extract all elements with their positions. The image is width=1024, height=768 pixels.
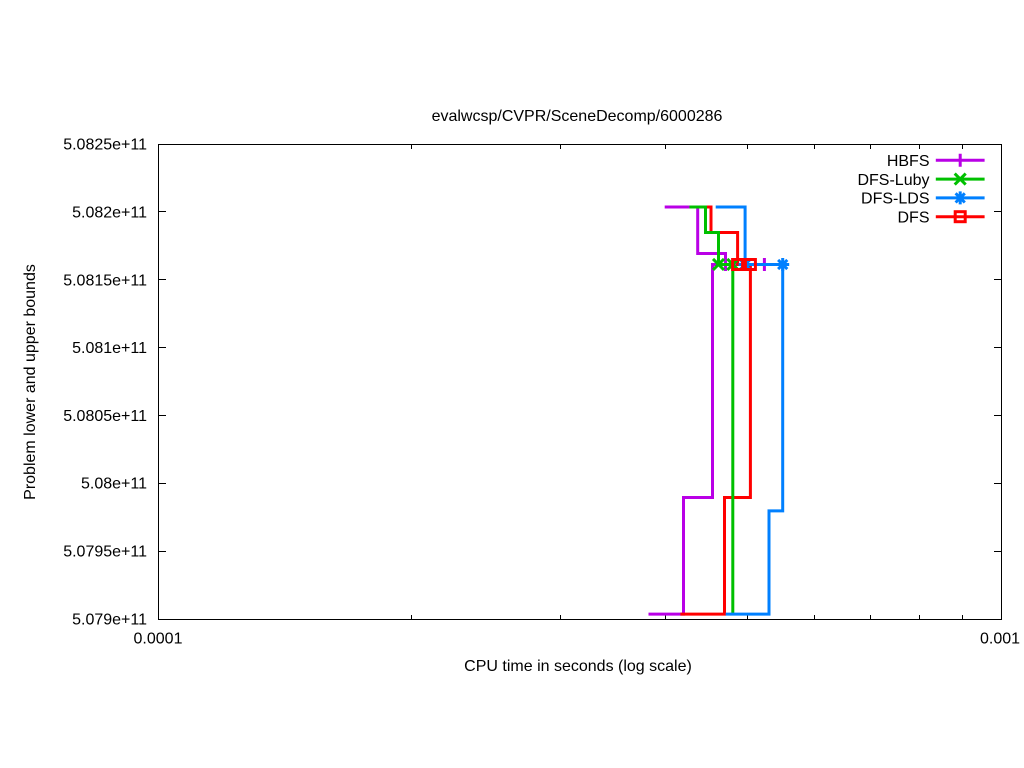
svg-text:5.082e+11: 5.082e+11 [72, 204, 147, 221]
svg-text:5.08e+11: 5.08e+11 [81, 476, 147, 493]
svg-text:5.081e+11: 5.081e+11 [72, 340, 147, 357]
svg-text:CPU time in seconds (log scale: CPU time in seconds (log scale) [464, 658, 692, 675]
svg-text:5.0805e+11: 5.0805e+11 [63, 408, 147, 425]
svg-text:5.0815e+11: 5.0815e+11 [63, 272, 147, 289]
svg-text:evalwcsp/CVPR/SceneDecomp/6000: evalwcsp/CVPR/SceneDecomp/6000286 [432, 108, 723, 125]
svg-text:DFS-LDS: DFS-LDS [861, 191, 929, 208]
svg-text:5.0795e+11: 5.0795e+11 [63, 544, 147, 561]
svg-text:DFS-Luby: DFS-Luby [857, 172, 929, 189]
svg-text:0.0001: 0.0001 [134, 631, 183, 648]
svg-text:0.001: 0.001 [980, 631, 1020, 648]
svg-text:Problem lower and upper bounds: Problem lower and upper bounds [22, 264, 39, 500]
svg-text:HBFS: HBFS [887, 153, 930, 170]
svg-text:5.079e+11: 5.079e+11 [72, 611, 147, 628]
svg-text:5.0825e+11: 5.0825e+11 [63, 137, 147, 154]
svg-text:DFS: DFS [898, 210, 930, 227]
